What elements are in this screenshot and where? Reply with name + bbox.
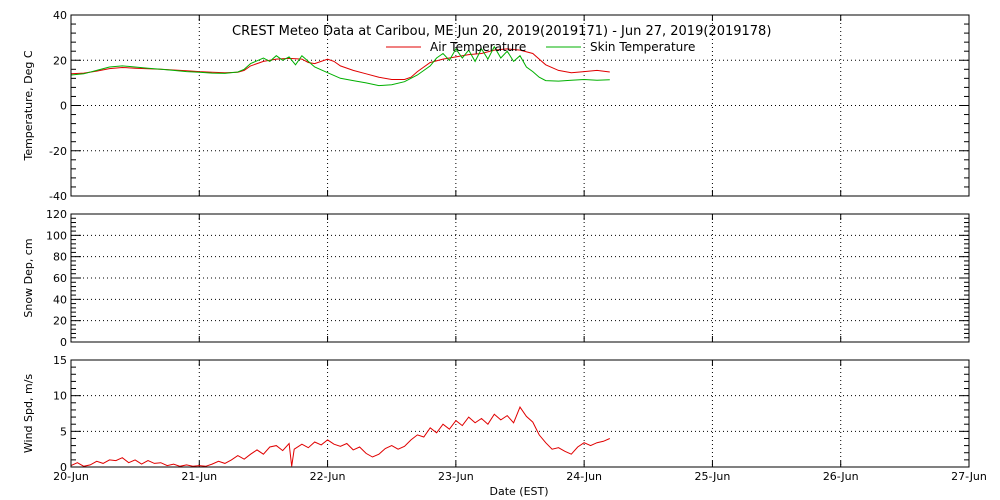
- y-tick-label: 20: [53, 315, 67, 328]
- panel-wind: 0 5 10 15 Wind Spd, m/s: [22, 354, 970, 474]
- panel-frame: [70, 14, 970, 197]
- y-tick-label: 120: [46, 208, 67, 221]
- y-tick-label: 10: [53, 390, 67, 403]
- panel-frame: [70, 359, 970, 468]
- y-tick-label: 15: [53, 354, 67, 367]
- y-tick-label: 40: [53, 293, 67, 306]
- x-tick-label: 20-Jun: [53, 470, 89, 483]
- panel-temperature: -40 -20 0 20 40 Temperature, Deg C Air Tempera…: [22, 9, 970, 203]
- y-tick-label: -40: [49, 190, 67, 203]
- series-line-wind-speed: [70, 406, 611, 467]
- chart-plot-area: -40 -20 0 20 40 Temperature, Deg C Air Tempera…: [22, 9, 987, 483]
- y-tick-label: 0: [60, 461, 67, 474]
- y-tick-label: 0: [60, 336, 67, 349]
- y-tick-label: 100: [46, 229, 67, 242]
- series-line-skin-temperature: [70, 45, 610, 87]
- y-tick-label: 0: [60, 100, 67, 113]
- panel-snow: 0 20 40 60 80 100 120 Snow Dep, cm: [22, 208, 970, 349]
- panel-frame: [70, 213, 970, 343]
- y-tick-label: 40: [53, 9, 67, 22]
- y-tick-label: 60: [53, 272, 67, 285]
- legend-label: Air Temperature: [430, 40, 526, 54]
- y-axis-label: Wind Spd, m/s: [22, 374, 35, 454]
- y-tick-label: 80: [53, 251, 67, 264]
- x-tick-label: 23-Jun: [438, 470, 474, 483]
- y-tick-label: 20: [53, 54, 67, 67]
- y-tick-label: -20: [49, 145, 67, 158]
- x-tick-label: 25-Jun: [695, 470, 731, 483]
- y-tick-label: 5: [60, 425, 67, 438]
- x-tick-label: 26-Jun: [823, 470, 859, 483]
- x-tick-label: 22-Jun: [310, 470, 346, 483]
- x-tick-label: 24-Jun: [566, 470, 602, 483]
- x-tick-label: 21-Jun: [181, 470, 217, 483]
- series-line-air-temperature: [70, 48, 610, 80]
- chart-title: CREST Meteo Data at Caribou, ME Jun 20, …: [232, 24, 771, 39]
- y-axis-label: Temperature, Deg C: [22, 50, 35, 161]
- x-tick-label: 27-Jun: [951, 470, 987, 483]
- x-axis-label: Date (EST): [489, 485, 548, 498]
- y-axis-label: Snow Dep, cm: [22, 238, 35, 317]
- legend-label: Skin Temperature: [590, 40, 695, 54]
